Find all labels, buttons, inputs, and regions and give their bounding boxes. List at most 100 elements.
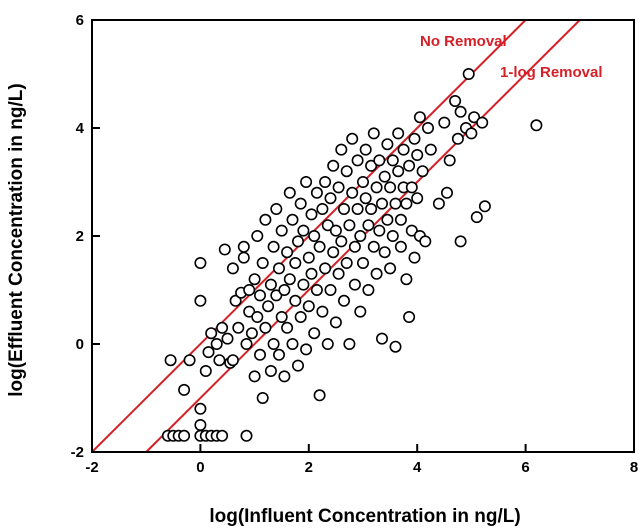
data-point — [476, 116, 489, 129]
data-point — [370, 181, 383, 194]
data-point — [321, 337, 334, 350]
data-point — [278, 283, 291, 296]
tick-labels: -2 0 2 4 6 8 -2 0 2 4 6 — [71, 12, 639, 476]
data-point — [302, 251, 315, 264]
data-point — [451, 132, 464, 145]
data-point — [229, 294, 242, 307]
data-point — [264, 364, 277, 377]
data-point — [454, 105, 467, 118]
data-point — [370, 267, 383, 280]
data-point — [216, 429, 229, 442]
data-point — [324, 192, 337, 205]
data-point — [251, 310, 264, 323]
data-point — [194, 256, 207, 269]
data-point — [283, 273, 296, 286]
data-point — [332, 267, 345, 280]
data-point — [178, 383, 191, 396]
data-point — [365, 203, 378, 216]
data-point — [305, 267, 318, 280]
data-point — [300, 343, 313, 356]
data-point — [359, 192, 372, 205]
data-point — [424, 143, 437, 156]
data-point — [386, 230, 399, 243]
data-point — [362, 283, 375, 296]
data-point — [356, 256, 369, 269]
data-point — [286, 337, 299, 350]
data-point — [378, 170, 391, 183]
y-tick-label: -2 — [71, 444, 84, 461]
data-point — [289, 256, 302, 269]
data-point — [421, 122, 434, 135]
data-point — [449, 95, 462, 108]
data-point — [346, 186, 359, 199]
data-point — [440, 186, 453, 199]
data-point — [354, 230, 367, 243]
data-point — [478, 200, 491, 213]
data-point — [313, 389, 326, 402]
data-point — [218, 243, 231, 256]
data-point — [226, 354, 239, 367]
data-point — [392, 165, 405, 178]
data-point — [356, 176, 369, 189]
data-point — [202, 346, 215, 359]
data-point — [351, 203, 364, 216]
data-point — [343, 219, 356, 232]
data-point — [294, 197, 307, 210]
data-point — [205, 327, 218, 340]
data-point — [348, 240, 361, 253]
data-point — [275, 310, 288, 323]
data-point — [354, 305, 367, 318]
data-point — [403, 310, 416, 323]
data-point — [462, 68, 475, 81]
data-point — [335, 235, 348, 248]
one-log-removal-label: 1-log Removal — [500, 64, 603, 81]
data-point — [289, 294, 302, 307]
x-tick-label: 0 — [196, 459, 204, 476]
data-point — [270, 289, 283, 302]
data-point — [362, 219, 375, 232]
data-point — [199, 364, 212, 377]
data-point — [389, 340, 402, 353]
data-point — [367, 127, 380, 140]
data-point — [389, 197, 402, 210]
data-point — [313, 240, 326, 253]
data-point — [408, 251, 421, 264]
data-point — [194, 418, 207, 431]
data-point — [194, 402, 207, 415]
data-point — [408, 132, 421, 145]
x-axis-title: log(Influent Concentration in ng/L) — [209, 506, 520, 527]
data-point — [454, 235, 467, 248]
data-point — [267, 240, 280, 253]
data-point — [213, 354, 226, 367]
data-point — [432, 197, 445, 210]
data-point — [310, 283, 323, 296]
data-point — [248, 370, 261, 383]
data-point — [392, 127, 405, 140]
data-point — [400, 197, 413, 210]
data-point — [286, 213, 299, 226]
data-point — [291, 235, 304, 248]
data-point — [394, 213, 407, 226]
x-tick-label: 2 — [305, 459, 313, 476]
data-point — [291, 359, 304, 372]
data-point — [240, 337, 253, 350]
data-point — [256, 391, 269, 404]
data-point — [443, 154, 456, 167]
data-point — [465, 127, 478, 140]
data-point — [335, 143, 348, 156]
no-removal-label: No Removal — [420, 33, 507, 50]
data-point — [403, 159, 416, 172]
data-point — [343, 337, 356, 350]
data-point — [405, 181, 418, 194]
data-point — [294, 310, 307, 323]
x-tick-label: 6 — [521, 459, 529, 476]
y-tick-label: 4 — [76, 120, 85, 137]
data-point — [468, 111, 481, 124]
data-point — [310, 186, 323, 199]
data-point — [243, 305, 256, 318]
data-point — [319, 176, 332, 189]
data-point — [411, 192, 424, 205]
data-point — [397, 143, 410, 156]
data-point — [419, 235, 432, 248]
